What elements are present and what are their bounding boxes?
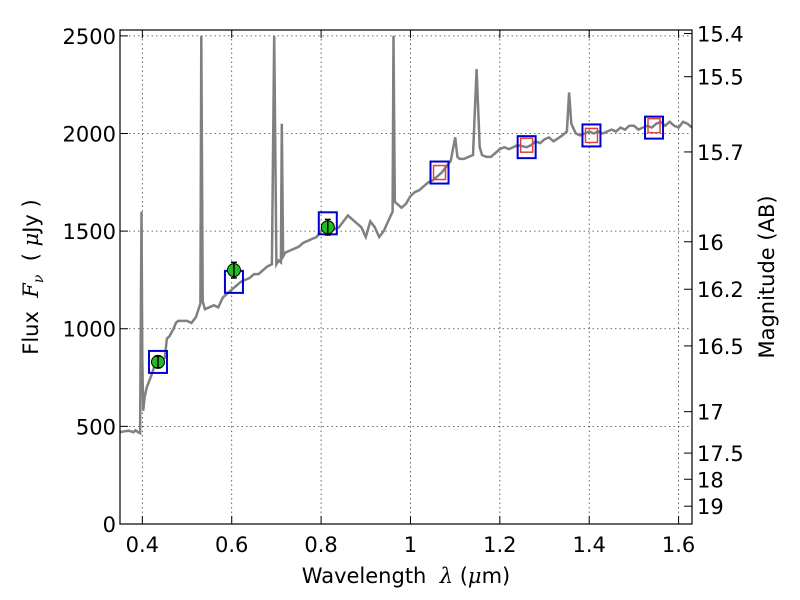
y2-tick-label: 17 bbox=[697, 401, 724, 425]
x-axis-label: Wavelength λ (μm) bbox=[302, 564, 510, 588]
x-tick-label: 0.6 bbox=[215, 533, 248, 557]
nir-photometry-point bbox=[584, 127, 599, 144]
x-tick-label: 0.8 bbox=[304, 533, 337, 557]
nir-photometry-point bbox=[432, 164, 447, 181]
y2-tick-label: 18 bbox=[697, 468, 724, 492]
x-axis: 0.4 0.6 0.8 1 1.2 1.4 1.6 bbox=[126, 30, 695, 557]
y-tick-label: 0 bbox=[103, 513, 116, 537]
nir-photometry-point bbox=[647, 117, 661, 134]
y2-tick-label: 16.2 bbox=[697, 278, 744, 302]
model-flux-square bbox=[429, 160, 450, 185]
model-flux-square bbox=[516, 135, 537, 160]
x-tick-label: 1.2 bbox=[483, 533, 516, 557]
plot-area bbox=[120, 35, 692, 436]
y-axis: 0 500 1000 1500 2000 2500 bbox=[63, 25, 128, 537]
x-tick-label: 1.6 bbox=[662, 533, 695, 557]
y-tick-label: 500 bbox=[76, 415, 116, 439]
y2-axis-label: Magnitude (AB) bbox=[755, 195, 779, 358]
model-flux-square bbox=[147, 349, 168, 374]
y2-tick-label: 16.5 bbox=[697, 335, 744, 359]
svg-text:Magnitude (AB): Magnitude (AB) bbox=[755, 195, 779, 358]
y-tick-label: 1000 bbox=[63, 318, 116, 342]
y2-tick-label: 15.5 bbox=[697, 66, 744, 90]
nir-photometry-point bbox=[519, 137, 534, 153]
y2-tick-label: 16 bbox=[697, 231, 724, 255]
y-tick-label: 1500 bbox=[63, 220, 116, 244]
y2-tick-label: 15.4 bbox=[697, 23, 744, 47]
y2-axis: 15.4 15.5 15.7 16 16.2 16.5 17 17.518 19 bbox=[684, 23, 744, 519]
x-tick-label: 1 bbox=[404, 533, 417, 557]
y-tick-label: 2500 bbox=[63, 25, 116, 49]
x-tick-label: 0.4 bbox=[126, 533, 159, 557]
plot-frame bbox=[119, 29, 693, 525]
y2-tick-label: 17.5 bbox=[697, 442, 744, 466]
y-tick-label: 2000 bbox=[63, 122, 116, 146]
markers bbox=[147, 115, 665, 374]
x-tick-label: 1.4 bbox=[573, 533, 606, 557]
y2-tick-label: 19 bbox=[697, 495, 724, 519]
model-flux-square bbox=[581, 123, 602, 148]
y2-tick-label: 15.7 bbox=[697, 141, 744, 165]
model-flux-square bbox=[644, 115, 665, 140]
